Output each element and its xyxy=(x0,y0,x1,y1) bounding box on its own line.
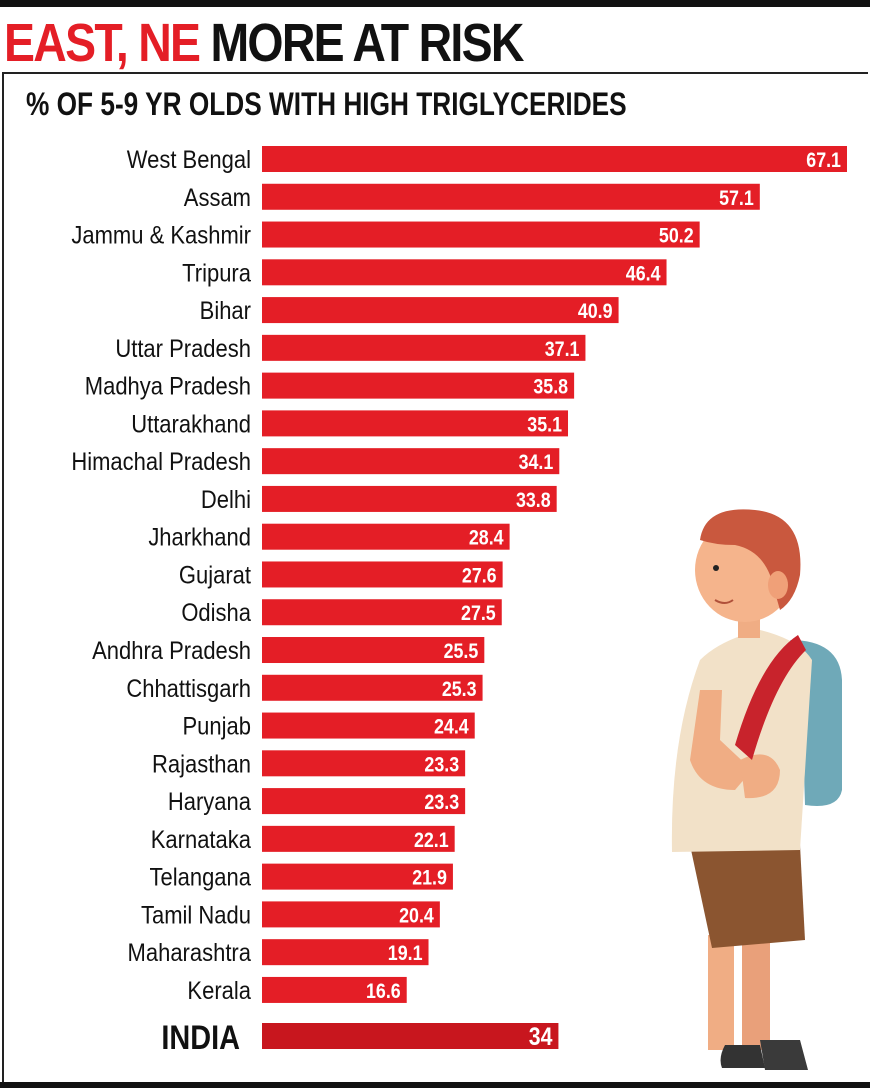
value-label: 50.2 xyxy=(659,224,694,248)
category-label: Punjab xyxy=(183,712,251,740)
value-label: 22.1 xyxy=(414,829,449,853)
value-label: 40.9 xyxy=(578,300,613,324)
value-label: 21.9 xyxy=(412,866,447,890)
bar-7 xyxy=(262,410,569,437)
category-label: Madhya Pradesh xyxy=(85,372,251,400)
category-label: Maharashtra xyxy=(128,939,252,967)
category-label: Uttar Pradesh xyxy=(115,335,251,363)
category-label: Telangana xyxy=(150,863,252,891)
bar-16 xyxy=(262,750,466,777)
category-label: Tamil Nadu xyxy=(141,901,251,929)
category-label: Bihar xyxy=(200,297,251,325)
bar-1 xyxy=(262,183,760,210)
category-label: Karnataka xyxy=(151,826,252,854)
value-label: 57.1 xyxy=(719,186,754,210)
bar-0 xyxy=(262,146,847,172)
headline-black: MORE AT RISK xyxy=(210,13,524,73)
bar-19 xyxy=(262,863,453,890)
india-bar xyxy=(262,1023,559,1049)
bar-4 xyxy=(262,297,619,324)
bottom-rule xyxy=(0,1082,870,1088)
category-label: Kerala xyxy=(187,977,251,1005)
bar-10 xyxy=(262,523,510,550)
value-label: 35.8 xyxy=(533,375,568,399)
category-label: Tripura xyxy=(182,259,252,287)
value-label: 28.4 xyxy=(469,526,504,550)
value-label: 33.8 xyxy=(516,489,551,513)
bar-18 xyxy=(262,825,455,852)
category-label: Uttarakhand xyxy=(131,410,251,438)
category-label: Chhattisgarh xyxy=(126,674,251,702)
category-label: Andhra Pradesh xyxy=(92,637,251,665)
value-label: 25.5 xyxy=(444,640,479,664)
chart-frame xyxy=(2,72,868,1082)
value-label: 16.6 xyxy=(366,980,401,1004)
value-label: 35.1 xyxy=(527,413,562,437)
headline-red: EAST, NE xyxy=(4,13,201,73)
value-label: 19.1 xyxy=(388,942,423,966)
value-label: 27.6 xyxy=(462,564,497,588)
bar-13 xyxy=(262,637,485,664)
bar-6 xyxy=(262,372,575,399)
bar-2 xyxy=(262,221,700,248)
value-label: 24.4 xyxy=(434,715,469,739)
bar-8 xyxy=(262,448,560,475)
category-label: Rajasthan xyxy=(152,750,251,778)
bar-12 xyxy=(262,599,502,626)
bar-22 xyxy=(262,976,407,1003)
category-label: Jammu & Kashmir xyxy=(71,221,251,249)
india-value-label: 34 xyxy=(529,1022,553,1050)
value-label: 25.3 xyxy=(442,677,477,701)
bar-15 xyxy=(262,712,475,739)
category-label: Odisha xyxy=(181,599,252,627)
value-label: 20.4 xyxy=(399,904,434,928)
bar-21 xyxy=(262,939,429,966)
category-label: Gujarat xyxy=(179,561,252,589)
chart-title: % OF 5-9 YR OLDS WITH HIGH TRIGLYCERIDES xyxy=(26,86,627,122)
bar-5 xyxy=(262,334,586,361)
india-label: INDIA xyxy=(161,1018,240,1057)
value-label: 23.3 xyxy=(424,791,459,815)
value-label: 34.1 xyxy=(519,451,554,475)
bar-14 xyxy=(262,674,483,701)
category-label: Assam xyxy=(184,183,251,211)
category-label: Haryana xyxy=(168,788,252,816)
bar-17 xyxy=(262,788,466,815)
category-label: West Bengal xyxy=(127,146,251,174)
top-rule xyxy=(0,0,870,7)
boy-icon xyxy=(671,509,842,1070)
value-label: 37.1 xyxy=(545,338,580,362)
category-label: Himachal Pradesh xyxy=(71,448,251,476)
headline: EAST, NE MORE AT RISK xyxy=(4,12,524,74)
value-label: 46.4 xyxy=(626,262,661,286)
bar-3 xyxy=(262,259,667,286)
value-label: 27.5 xyxy=(461,602,496,626)
bar-11 xyxy=(262,561,503,588)
value-label: 23.3 xyxy=(424,753,459,777)
bar-20 xyxy=(262,901,440,928)
category-label: Delhi xyxy=(201,486,251,514)
category-label: Jharkhand xyxy=(148,523,251,551)
value-label: 67.1 xyxy=(806,149,841,173)
bar-9 xyxy=(262,485,557,512)
